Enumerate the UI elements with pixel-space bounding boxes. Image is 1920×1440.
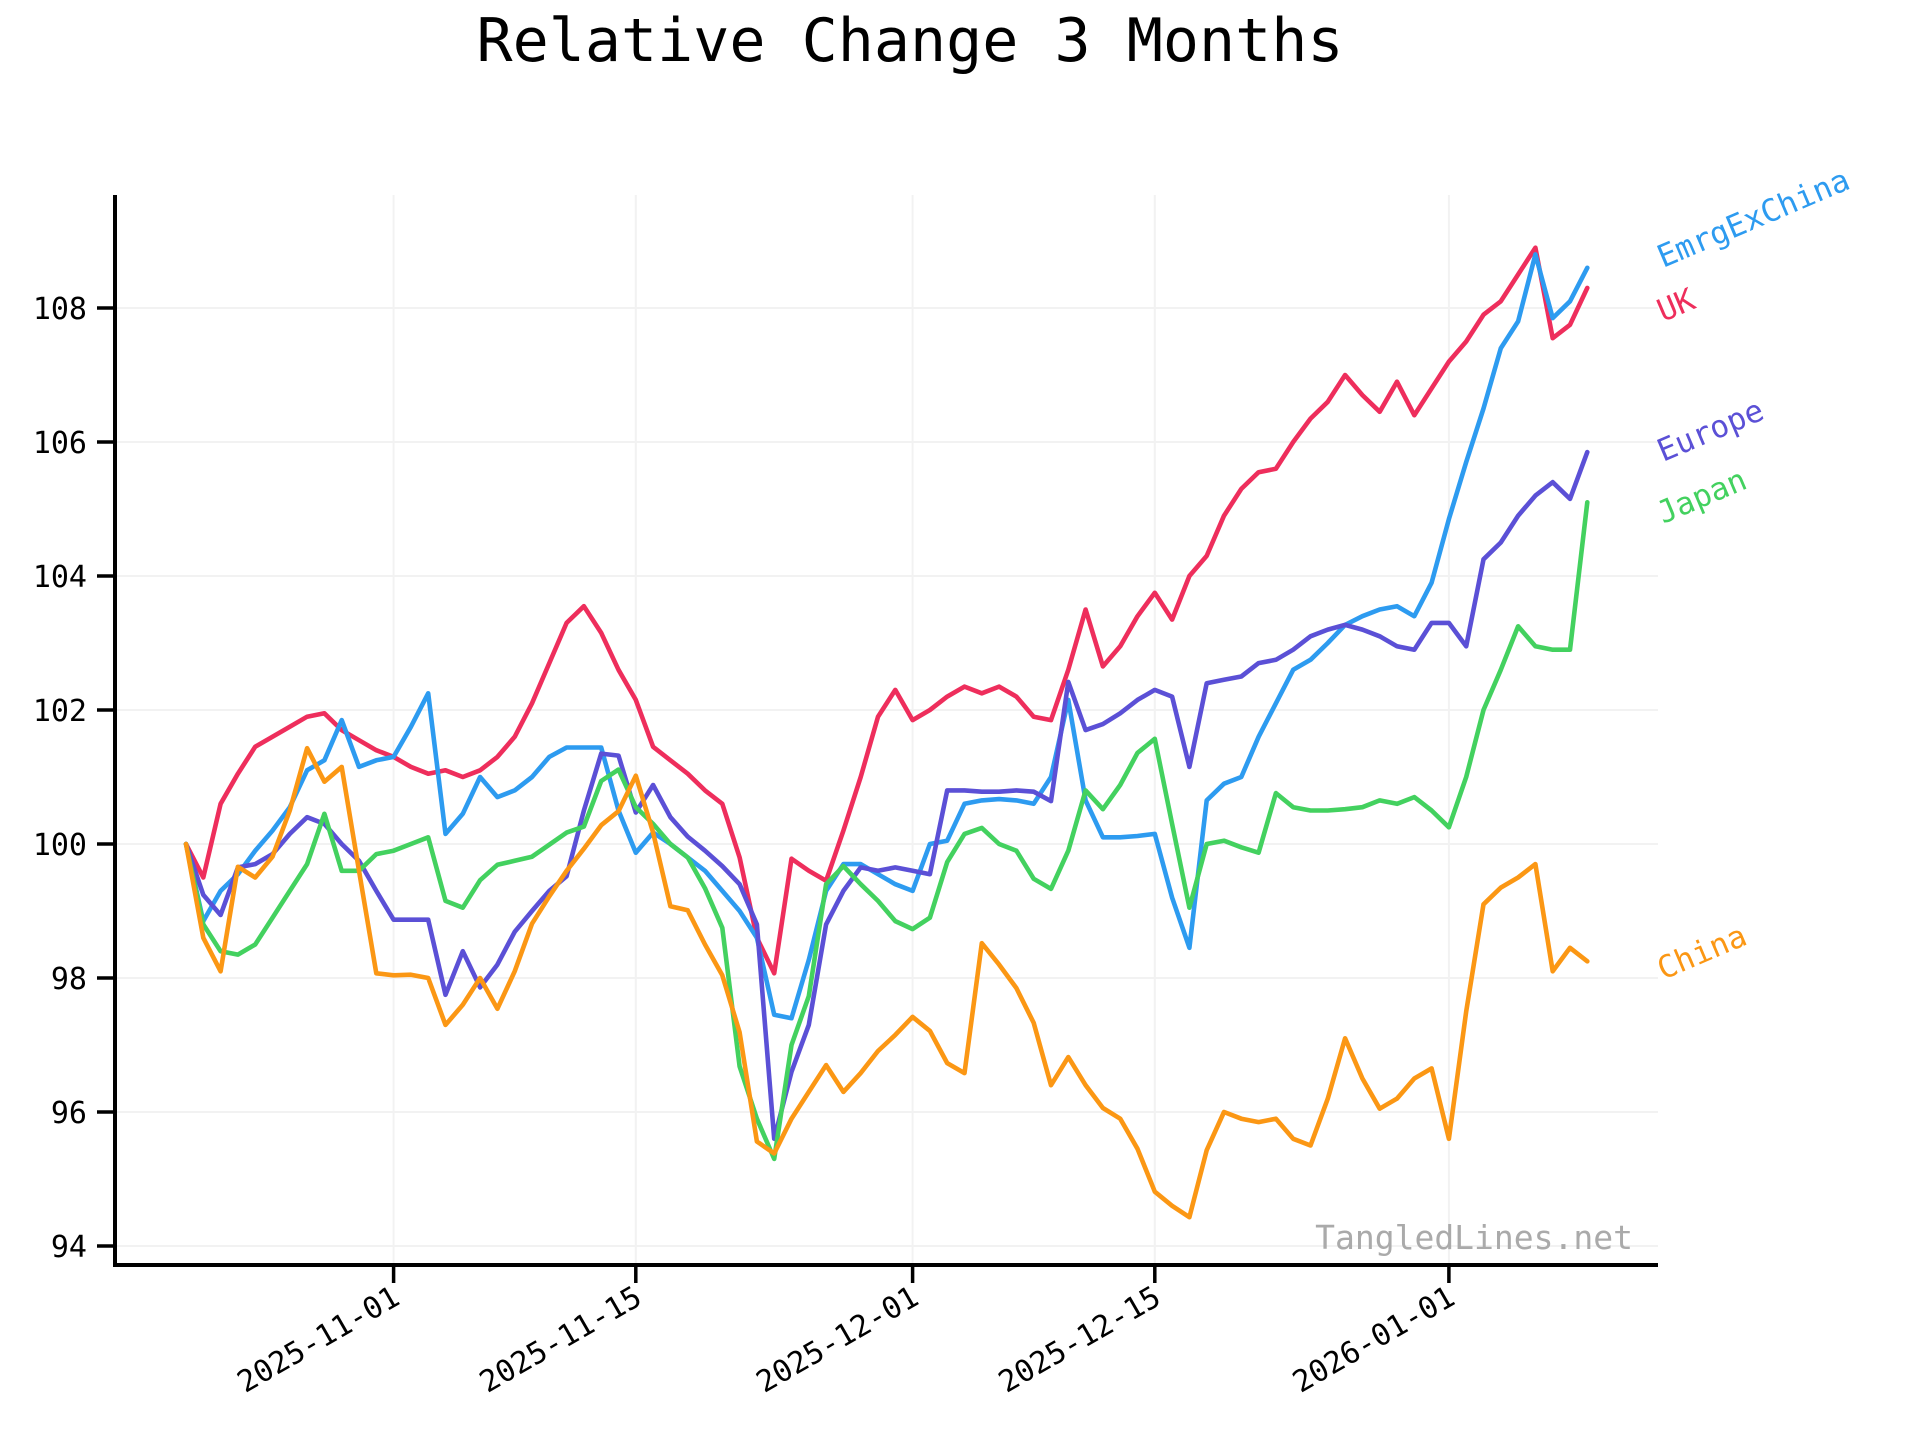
chart-title: Relative Change 3 Months — [476, 6, 1344, 76]
series-label-europe: Europe — [1652, 392, 1769, 469]
series-label-uk: UK — [1652, 282, 1701, 330]
x-tick-label: 2025-12-01 — [751, 1280, 925, 1401]
x-tick-label: 2025-11-01 — [232, 1280, 406, 1401]
y-tick-label: 98 — [51, 962, 87, 997]
x-tick-label: 2025-12-15 — [993, 1280, 1167, 1401]
y-tick-label: 96 — [51, 1096, 87, 1131]
y-tick-label: 106 — [33, 426, 87, 461]
series-line-china — [183, 745, 1590, 1220]
x-tick-label: 2025-11-15 — [474, 1280, 648, 1401]
series-label-china: China — [1652, 918, 1752, 988]
series-line-emrgexchina — [183, 252, 1590, 1021]
y-tick-label: 102 — [33, 694, 87, 729]
series-label-japan: Japan — [1652, 462, 1752, 532]
watermark-text: TangledLines.net — [1315, 1218, 1633, 1257]
y-tick-label: 94 — [51, 1230, 87, 1265]
series-label-emrgexchina: EmrgExChina — [1652, 162, 1855, 275]
y-tick-label: 100 — [33, 828, 87, 863]
y-tick-label: 108 — [33, 292, 87, 327]
x-tick-label: 2026-01-01 — [1287, 1280, 1461, 1401]
y-tick-label: 104 — [33, 560, 87, 595]
series-line-japan — [183, 499, 1590, 1162]
series-line-uk — [183, 245, 1590, 976]
series-line-europe — [183, 449, 1590, 1142]
